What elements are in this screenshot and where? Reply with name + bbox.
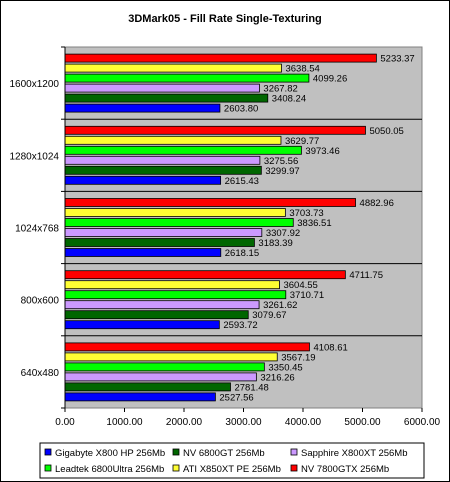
bar-nv-7800gtx-256mb-1024x768 <box>64 198 356 207</box>
data-label: 3183.39 <box>258 238 292 249</box>
bar-gigabyte-x800-hp-256mb-1024x768 <box>64 248 222 257</box>
legend-entry-ati-x850xt-pe-256mb: ATI X850XT PE 256Mb <box>183 464 281 475</box>
data-label: 3638.54 <box>285 64 319 75</box>
data-label: 3350.45 <box>268 362 302 373</box>
legend-entry-nv-7800gtx-256mb: NV 7800GTX 256Mb <box>301 464 389 475</box>
legend-entry-nv-6800gt-256mb: NV 6800GT 256Mb <box>183 448 265 459</box>
legend: Gigabyte X800 HP 256Mb NV 6800GT 256Mb Sap… <box>39 442 425 479</box>
category-separators <box>65 118 422 337</box>
y-tick-label: 640x480 <box>21 368 60 379</box>
y-tick-label: 800x600 <box>21 296 60 307</box>
x-tick-label: 3000.00 <box>225 417 262 428</box>
data-label: 3216.26 <box>260 372 294 383</box>
bar-sapphire-x800xt-256mb-1600x1200 <box>64 83 260 93</box>
bar-ati-x850xt-pe-256mb-1024x768 <box>64 208 286 217</box>
data-label: 3836.51 <box>297 218 331 229</box>
data-label: 3079.67 <box>252 310 286 321</box>
data-label: 4108.61 <box>313 342 347 353</box>
bar-sapphire-x800xt-256mb-1024x768 <box>64 228 263 237</box>
bar-gigabyte-x800-hp-256mb-1600x1200 <box>64 103 221 113</box>
data-label: 2593.72 <box>223 320 257 331</box>
bar-sapphire-x800xt-256mb-1280x1024 <box>64 155 261 165</box>
data-label: 3267.82 <box>263 84 297 95</box>
data-label: 3703.73 <box>289 208 323 219</box>
bar-ati-x850xt-pe-256mb-1280x1024 <box>64 135 282 145</box>
x-tick-label: 5000.00 <box>344 417 381 428</box>
y-axis-tick-labels: 1600x1200 1280x1024 1024x768 800x600 640x480 <box>10 46 66 409</box>
data-label: 3710.71 <box>290 290 324 301</box>
bar-gigabyte-x800-hp-256mb-640x480 <box>64 392 216 402</box>
bar-sapphire-x800xt-256mb-800x600 <box>64 300 260 310</box>
data-label: 5050.05 <box>369 126 403 137</box>
y-tick-label: 1280x1024 <box>10 151 60 162</box>
bar-nv-6800gt-256mb-800x600 <box>64 310 249 320</box>
data-label: 3307.92 <box>266 228 300 239</box>
bar-leadtek-6800ultra-256mb-1024x768 <box>64 218 294 227</box>
bar-ati-x850xt-pe-256mb-800x600 <box>64 280 280 290</box>
legend-swatch-nv-6800gt-256mb <box>172 448 180 456</box>
x-axis-tick-labels: 0.00 1000.00 2000.00 3000.00 4000.00 5000.00 6… <box>55 408 441 428</box>
data-label: 2527.56 <box>219 392 253 403</box>
bar-leadtek-6800ultra-256mb-1600x1200 <box>64 73 310 83</box>
x-tick-label: 2000.00 <box>166 417 203 428</box>
bar-leadtek-6800ultra-256mb-1280x1024 <box>64 145 302 155</box>
bar-nv-7800gtx-256mb-640x480 <box>64 342 310 352</box>
bar-leadtek-6800ultra-256mb-800x600 <box>64 290 287 300</box>
bar-nv-6800gt-256mb-1024x768 <box>64 238 255 247</box>
x-tick-label: 1000.00 <box>106 417 143 428</box>
bar-nv-7800gtx-256mb-1600x1200 <box>64 53 377 63</box>
legend-swatch-gigabyte-x800-hp-256mb <box>44 448 52 456</box>
data-label: 3973.46 <box>305 146 339 157</box>
legend-swatch-sapphire-x800xt-256mb <box>290 448 298 456</box>
y-tick-label: 1024x768 <box>15 224 59 235</box>
x-tick-label: 4000.00 <box>285 417 322 428</box>
data-label: 3299.97 <box>265 166 299 177</box>
bar-nv-7800gtx-256mb-1280x1024 <box>64 125 366 135</box>
bar-series-group <box>64 53 377 402</box>
legend-entry-gigabyte-x800-hp-256mb: Gigabyte X800 HP 256Mb <box>55 448 165 459</box>
data-label: 3629.77 <box>285 136 319 147</box>
data-label: 2781.48 <box>234 382 268 393</box>
y-tick-label: 1600x1200 <box>10 79 60 90</box>
bar-nv-6800gt-256mb-1280x1024 <box>64 165 262 175</box>
legend-swatch-nv-7800gtx-256mb <box>290 464 298 472</box>
chart-title: 3DMark05 - Fill Rate Single-Texturing <box>128 13 322 25</box>
bar-ati-x850xt-pe-256mb-1600x1200 <box>64 63 282 73</box>
legend-box <box>39 442 425 479</box>
data-label: 4711.75 <box>349 270 383 281</box>
bar-ati-x850xt-pe-256mb-640x480 <box>64 352 278 362</box>
x-tick-label: 6000.00 <box>404 417 441 428</box>
data-label: 3261.62 <box>263 300 297 311</box>
data-label: 3604.55 <box>283 280 317 291</box>
bar-nv-7800gtx-256mb-800x600 <box>64 270 346 280</box>
bar-gigabyte-x800-hp-256mb-800x600 <box>64 320 220 330</box>
bar-nv-6800gt-256mb-640x480 <box>64 382 231 392</box>
data-label: 3408.24 <box>272 94 306 105</box>
data-label: 3567.19 <box>281 352 315 363</box>
bar-nv-6800gt-256mb-1600x1200 <box>64 93 269 103</box>
bar-sapphire-x800xt-256mb-640x480 <box>64 372 257 382</box>
data-label: 2618.15 <box>225 248 259 259</box>
legend-swatch-ati-x850xt-pe-256mb <box>172 464 180 472</box>
legend-entry-sapphire-x800xt-256mb: Sapphire X800XT 256Mb <box>301 448 408 459</box>
data-label: 3275.56 <box>264 156 298 167</box>
legend-swatch-leadtek-6800ultra-256mb <box>44 464 52 472</box>
bar-leadtek-6800ultra-256mb-640x480 <box>64 362 265 372</box>
data-label: 4099.26 <box>313 74 347 85</box>
data-label: 5233.37 <box>380 54 414 65</box>
data-label: 4882.96 <box>360 198 394 209</box>
legend-entry-leadtek-6800ultra-256mb: Leadtek 6800Ultra 256Mb <box>55 464 164 475</box>
data-label: 2615.43 <box>225 176 259 187</box>
bar-gigabyte-x800-hp-256mb-1280x1024 <box>64 175 222 185</box>
data-label: 2603.80 <box>224 104 258 115</box>
x-tick-label: 0.00 <box>55 417 75 428</box>
